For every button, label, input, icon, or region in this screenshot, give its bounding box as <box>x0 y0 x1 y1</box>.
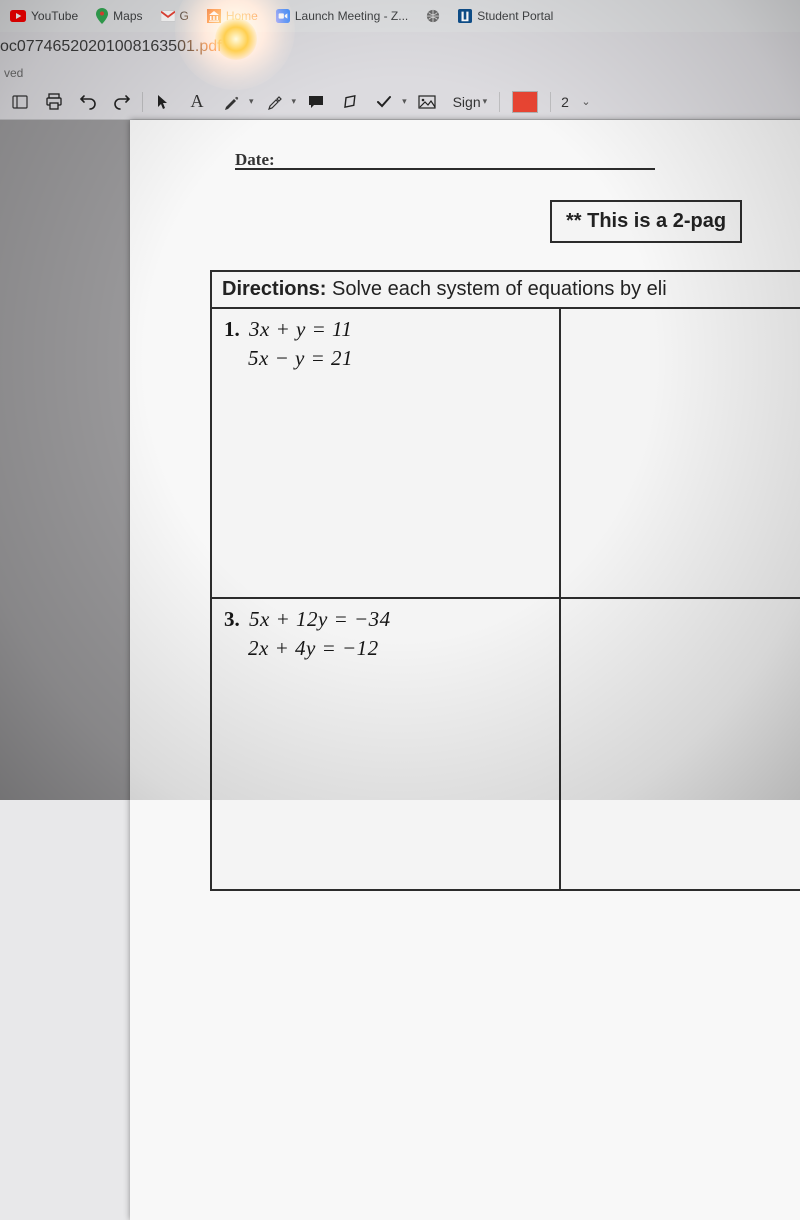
checkmark-dropdown[interactable]: ▾ <box>402 96 407 107</box>
bookmark-globe[interactable] <box>426 9 440 23</box>
equation: 5x − y = 21 <box>224 346 547 371</box>
document-viewer: Date: ** This is a 2-pag Directions: Sol… <box>0 120 800 800</box>
pen-icon <box>223 94 239 110</box>
problems-row-1: 1. 3x + y = 11 5x − y = 21 <box>212 309 800 599</box>
bookmark-label: Launch Meeting - Z... <box>295 9 408 23</box>
comment-icon <box>308 95 324 109</box>
bookmark-student-portal[interactable]: Student Portal <box>458 9 553 23</box>
text-tool-button[interactable]: A <box>183 88 211 116</box>
eraser-icon <box>341 95 359 109</box>
comment-tool-button[interactable] <box>302 88 330 116</box>
student-portal-icon <box>458 9 472 23</box>
worksheet-table: Directions: Solve each system of equatio… <box>210 270 800 891</box>
color-swatch[interactable] <box>512 91 538 113</box>
directions-label: Directions: <box>222 278 326 300</box>
date-label: Date: <box>235 150 275 169</box>
bank-icon <box>207 9 221 23</box>
redo-icon <box>113 93 131 111</box>
highlighter-dropdown[interactable]: ▾ <box>292 96 297 107</box>
sign-button[interactable]: Sign ▾ <box>447 94 494 110</box>
checkmark-tool-button[interactable] <box>370 88 398 116</box>
pointer-icon <box>156 94 170 110</box>
directions-row: Directions: Solve each system of equatio… <box>212 272 800 309</box>
date-field: Date: <box>235 148 655 170</box>
maps-pin-icon <box>96 8 108 24</box>
checkmark-icon <box>376 95 392 109</box>
problem-number: 3. <box>224 607 240 631</box>
pen-dropdown[interactable]: ▾ <box>249 96 254 107</box>
toolbar-separator <box>550 92 551 112</box>
equation: 3x + y = 11 <box>245 317 352 341</box>
bookmark-gmail[interactable]: G <box>161 9 189 23</box>
sidebar-icon <box>12 94 28 110</box>
problems-row-2: 3. 5x + 12y = −34 2x + 4y = −12 <box>212 599 800 889</box>
equation: 2x + 4y = −12 <box>224 636 547 661</box>
bookmark-label: Home <box>226 9 258 23</box>
pdf-toolbar: A ▾ ▾ ▾ Sign ▾ <box>0 84 800 120</box>
globe-icon <box>426 9 440 23</box>
pointer-tool-button[interactable] <box>149 88 177 116</box>
page-number[interactable]: 2 <box>557 94 573 110</box>
file-status-bar: ved <box>0 62 800 84</box>
problem-2-cell <box>561 309 800 599</box>
bookmark-youtube[interactable]: YouTube <box>10 9 78 23</box>
toolbar-separator <box>142 92 143 112</box>
print-icon <box>45 93 63 111</box>
pen-tool-button[interactable] <box>217 88 245 116</box>
toolbar-separator <box>499 92 500 112</box>
bookmark-zoom[interactable]: Launch Meeting - Z... <box>276 9 408 23</box>
pdf-page: Date: ** This is a 2-pag Directions: Sol… <box>130 120 800 1220</box>
highlighter-tool-button[interactable] <box>260 88 288 116</box>
bookmark-label: Student Portal <box>477 9 553 23</box>
highlighter-icon <box>266 94 282 110</box>
undo-button[interactable] <box>74 88 102 116</box>
bookmark-label: YouTube <box>31 9 78 23</box>
problem-1-cell: 1. 3x + y = 11 5x − y = 21 <box>212 309 561 599</box>
image-tool-button[interactable] <box>413 88 441 116</box>
bookmark-maps[interactable]: Maps <box>96 8 142 24</box>
image-icon <box>418 95 436 109</box>
bookmark-label: Maps <box>113 9 142 23</box>
zoom-icon <box>276 9 290 23</box>
problem-3-cell: 3. 5x + 12y = −34 2x + 4y = −12 <box>212 599 561 889</box>
redo-button[interactable] <box>108 88 136 116</box>
youtube-icon <box>10 10 26 22</box>
sign-dropdown-caret: ▾ <box>483 96 488 107</box>
directions-text: Solve each system of equations by eli <box>326 278 666 300</box>
eraser-tool-button[interactable] <box>336 88 364 116</box>
undo-icon <box>79 93 97 111</box>
equation: 5x + 12y = −34 <box>245 607 391 631</box>
file-name: oc0774652020100816​3501.pdf <box>0 38 222 56</box>
problem-number: 1. <box>224 317 240 341</box>
bookmark-bank[interactable]: Home <box>207 9 258 23</box>
gmail-icon <box>161 9 175 23</box>
page-dropdown[interactable]: ⌄ <box>579 88 593 116</box>
page-notice-text: ** This is a 2-pag <box>566 210 726 232</box>
page-notice-box: ** This is a 2-pag <box>550 200 742 243</box>
sign-label: Sign <box>453 94 481 110</box>
bookmark-label: G <box>180 9 189 23</box>
file-title-bar: oc0774652020100816​3501.pdf <box>0 32 800 62</box>
print-button[interactable] <box>40 88 68 116</box>
sidebar-toggle-button[interactable] <box>6 88 34 116</box>
file-status: ved <box>4 66 23 80</box>
bookmarks-bar: YouTube Maps G Home Launch Meeting - Z..… <box>0 0 800 32</box>
problem-4-cell <box>561 599 800 889</box>
